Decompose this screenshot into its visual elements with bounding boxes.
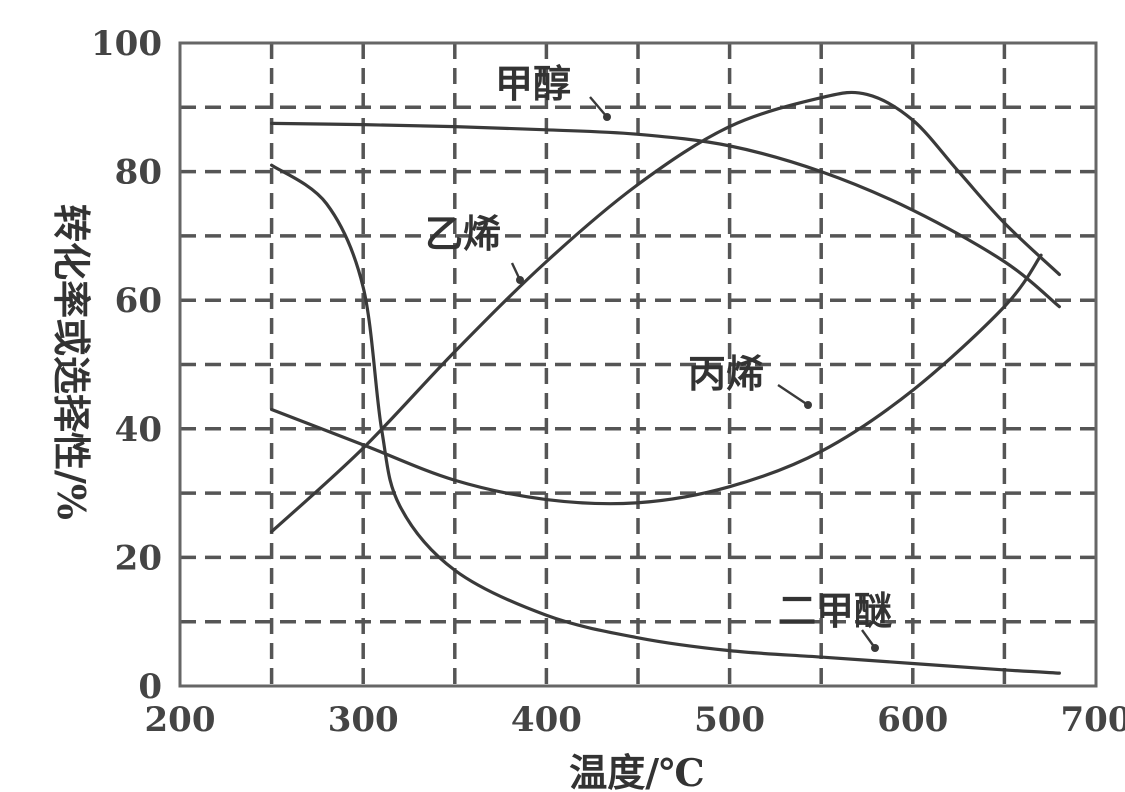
y-tick-label: 40	[115, 410, 162, 450]
x-tick-label: 200	[145, 700, 216, 740]
y-tick-label: 80	[115, 153, 162, 193]
leader-dot-ethylene	[516, 276, 524, 284]
y-tick-label: 20	[115, 538, 162, 578]
x-tick-label: 700	[1061, 700, 1125, 740]
series-label-group-methanol: 甲醇	[495, 61, 611, 121]
series-label-group-propylene: 丙烯	[688, 351, 812, 409]
series-label-ethylene: 乙烯	[425, 211, 501, 256]
x-axis-title: 温度/℃	[569, 750, 704, 792]
leader-propylene	[777, 384, 809, 406]
series-label-dme: 二甲醚	[778, 588, 892, 633]
y-tick-label: 100	[91, 24, 162, 64]
leader-dot-methanol	[603, 113, 611, 121]
series-label-propylene: 丙烯	[688, 351, 764, 396]
series-line-propylene	[270, 253, 1043, 506]
x-tick-label: 600	[877, 700, 948, 740]
y-tick-label: 0	[138, 667, 162, 707]
x-tick-label: 500	[694, 700, 765, 740]
y-tick-label: 60	[115, 281, 162, 321]
series-lines	[270, 90, 1061, 675]
plot-frame	[178, 41, 1098, 688]
leader-dot-propylene	[804, 401, 812, 409]
series-line-ethylene	[270, 90, 1061, 534]
series-line-dme	[270, 163, 1061, 675]
series-line-methanol	[270, 121, 1061, 309]
y-axis-title: 转化率或选择性/%	[49, 204, 94, 520]
leader-methanol	[589, 96, 608, 118]
leader-dot-dme	[871, 644, 879, 652]
tick-labels: 200 300 400 500 600 700 0 20 40 60 80 100	[91, 24, 1125, 740]
x-tick-label: 300	[328, 700, 399, 740]
series-label-group-dme: 二甲醚	[778, 588, 892, 652]
grid	[180, 43, 1096, 686]
x-tick-label: 400	[511, 700, 582, 740]
series-label-group-ethylene: 乙烯	[425, 211, 524, 284]
series-label-methanol: 甲醇	[495, 61, 571, 106]
